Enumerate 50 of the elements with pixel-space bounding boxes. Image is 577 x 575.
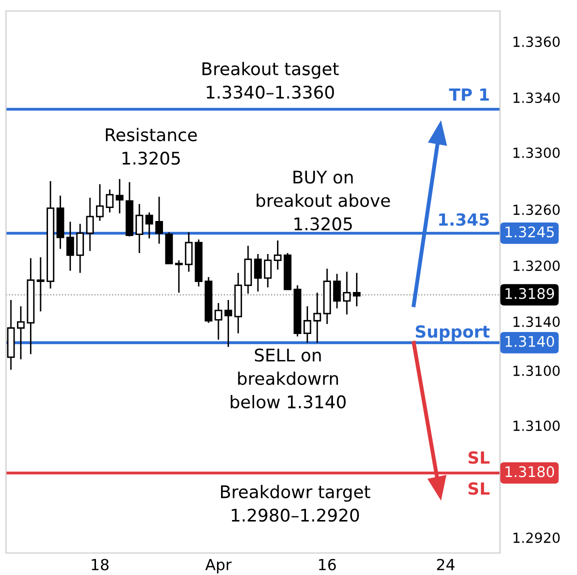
candlestick: [106, 188, 114, 214]
candlestick: [155, 196, 163, 244]
text: Resistance 1.3205: [106, 128, 197, 165]
x-tick-label: 18: [92, 558, 109, 570]
candlestick: [274, 240, 282, 270]
candlestick: [224, 299, 232, 348]
text: 1.3245: [506, 226, 554, 238]
candlestick: [352, 272, 361, 307]
text: 1.3180: [506, 466, 554, 478]
annotation: 1.345: [439, 213, 489, 226]
text: 1.3360: [514, 36, 560, 48]
text: 1.3200: [514, 260, 560, 272]
text: Breakout tasget 1.3340–1.3360: [202, 62, 339, 99]
candlestick: [254, 253, 262, 292]
text: Breakdowr target 1.2980–1.2920: [221, 484, 370, 522]
text: 1.3260: [514, 204, 560, 216]
text: 1.3189: [506, 288, 554, 300]
candlestick: [136, 203, 144, 254]
text: 1.3100: [514, 366, 560, 376]
candlestick: [175, 260, 183, 294]
candlestick: [333, 273, 341, 310]
annotation: SELL on breakdowrn below 1.3140: [230, 348, 346, 408]
candlestick: [343, 271, 351, 316]
candlestick: [303, 306, 312, 344]
candlestick: [96, 183, 104, 222]
candlestick: [116, 178, 124, 214]
text: 1.2920: [514, 532, 560, 544]
text: 1.3100: [514, 420, 560, 432]
x-tick-label: 16: [319, 558, 336, 570]
candlestick: [36, 256, 44, 312]
text: TP 1: [449, 88, 489, 101]
text: 1.3140: [506, 336, 554, 347]
candlestick: [86, 197, 94, 252]
x-tick-label: 24: [437, 558, 455, 570]
x-tick-label: Apr: [205, 559, 232, 574]
candlestick: [76, 223, 84, 274]
annotation: BUY on breakout above 1.3205: [256, 170, 390, 230]
candlestick: [264, 253, 272, 288]
candlestick: [16, 306, 25, 360]
text: SL: [468, 482, 490, 495]
annotation: Support: [416, 325, 490, 342]
candlestick: [145, 212, 154, 240]
text: 1.3300: [514, 148, 560, 158]
text: 1.3140: [514, 316, 560, 328]
candlestick: [214, 302, 222, 340]
text: SL: [468, 451, 490, 464]
candlestick: [66, 221, 74, 272]
candlestick: [184, 232, 193, 272]
candlestick: [313, 292, 322, 344]
text: 1.3340: [514, 92, 560, 104]
